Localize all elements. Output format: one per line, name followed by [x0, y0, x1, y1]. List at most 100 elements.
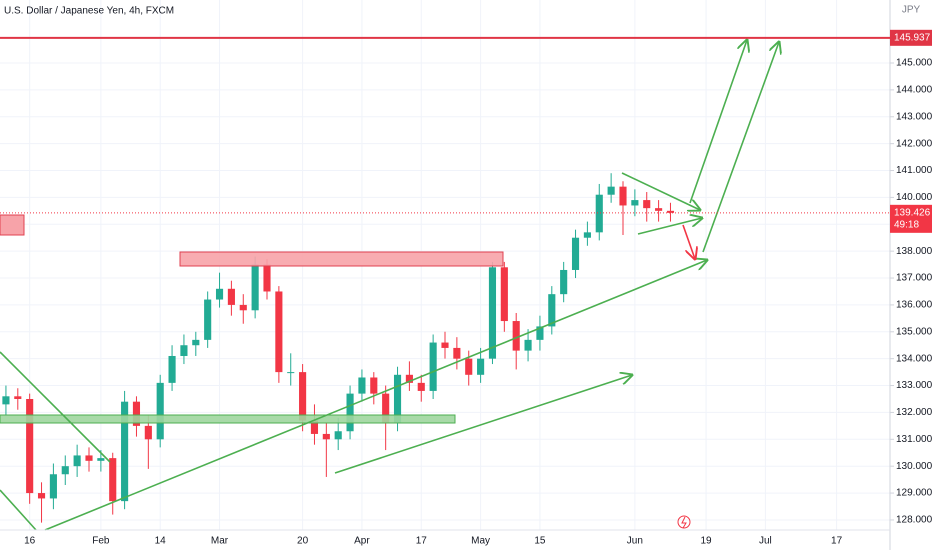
x-tick-label: 20 [297, 536, 309, 547]
candle-body [287, 372, 295, 374]
y-tick-label: 138.000 [896, 246, 932, 257]
triangle-line [621, 172, 700, 210]
y-tick-label: 135.000 [896, 326, 932, 337]
candle-body [655, 208, 663, 211]
y-tick-label: 142.000 [896, 138, 932, 149]
x-tick-label: 15 [534, 536, 546, 547]
y-tick-label: 133.000 [896, 380, 932, 391]
candle-body [61, 466, 69, 475]
y-tick-label: 129.000 [896, 488, 932, 499]
candle-body [334, 431, 342, 440]
candle-body [73, 455, 81, 467]
candle-body [571, 237, 580, 270]
candle-body [477, 358, 485, 375]
x-tick-label: Apr [354, 536, 370, 547]
trend-arrow [334, 375, 632, 474]
drawings [0, 40, 779, 531]
candles [2, 173, 675, 523]
candle-body [536, 326, 544, 340]
candle-body [643, 200, 651, 209]
candle-body [180, 345, 188, 356]
candle-body [37, 493, 46, 499]
event-icon [681, 516, 687, 529]
x-tick-label: 16 [24, 536, 36, 547]
candle-body [132, 401, 141, 426]
x-tick-label: 17 [831, 536, 843, 547]
last-price-box [890, 204, 932, 233]
candle-body [370, 377, 378, 394]
candle-body [488, 267, 497, 359]
candle-body [144, 425, 152, 440]
candle-body [346, 393, 354, 432]
candle-body [619, 186, 627, 206]
candle-body [263, 264, 271, 292]
triangle-line [637, 218, 702, 235]
x-tick-label: 17 [416, 536, 428, 547]
candle-body [227, 288, 235, 305]
candle-body [631, 200, 639, 206]
y-tick-label: 128.000 [896, 515, 932, 526]
candle-body [666, 210, 675, 213]
x-tick-label: Mar [211, 536, 229, 547]
candle-body [405, 374, 413, 383]
level-label: 145.937 [894, 32, 931, 43]
candle-body [583, 232, 591, 238]
candle-body [382, 393, 390, 424]
candle-body [607, 186, 615, 195]
candle-body [109, 458, 117, 502]
candle-body [2, 396, 10, 405]
candle-body [429, 342, 437, 391]
candle-body [441, 342, 449, 348]
candle-body [560, 269, 568, 295]
trend-line [0, 351, 111, 463]
candle-body [524, 339, 532, 351]
candle-body [512, 321, 520, 351]
down-arrow [682, 224, 695, 259]
candle-body [204, 299, 212, 340]
y-tick-label: 144.000 [896, 85, 932, 96]
level-label-box [890, 29, 932, 46]
chart-title: U.S. Dollar / Japanese Yen, 4h, FXCM [4, 6, 174, 17]
y-tick-label: 140.000 [896, 192, 932, 203]
event-icon [677, 515, 691, 529]
candle-body [156, 382, 164, 440]
zone [0, 414, 456, 424]
last-price-label: 139.426 [894, 207, 931, 218]
candle-body [417, 382, 425, 391]
y-tick-label: 132.000 [896, 407, 932, 418]
candle-body [97, 458, 105, 461]
candle-body [85, 455, 93, 461]
candle-body [121, 401, 129, 502]
candle-body [465, 358, 473, 375]
candle-body [251, 264, 259, 311]
candle-body [239, 304, 247, 311]
y-tick-label: 137.000 [896, 273, 932, 284]
candle-body [215, 288, 224, 300]
x-tick-label: May [471, 536, 490, 547]
candle-body [26, 398, 34, 494]
y-tick-label: 141.000 [896, 165, 932, 176]
y-tick-label: 145.000 [896, 58, 932, 69]
candle-body [595, 194, 603, 233]
candle-body [453, 347, 461, 359]
candle-body [14, 396, 22, 399]
trend-line [0, 489, 37, 531]
x-tick-label: 19 [701, 536, 713, 547]
y-tick-label: 131.000 [896, 434, 932, 445]
x-tick-label: Jun [627, 536, 643, 547]
candle-body [49, 474, 57, 499]
zone [0, 214, 25, 236]
y-tick-label: 136.000 [896, 300, 932, 311]
candle-body [322, 433, 330, 440]
target-arrow [702, 42, 779, 253]
countdown-label: 49:18 [894, 219, 919, 230]
y-tick-label: 130.000 [896, 461, 932, 472]
candle-body [192, 339, 200, 346]
y-tick-label: 143.000 [896, 111, 932, 122]
candle-body [275, 291, 283, 373]
candle-body [358, 377, 366, 394]
x-tick-label: Jul [759, 536, 772, 547]
x-tick-label: Feb [92, 536, 110, 547]
candle-body [310, 420, 319, 434]
